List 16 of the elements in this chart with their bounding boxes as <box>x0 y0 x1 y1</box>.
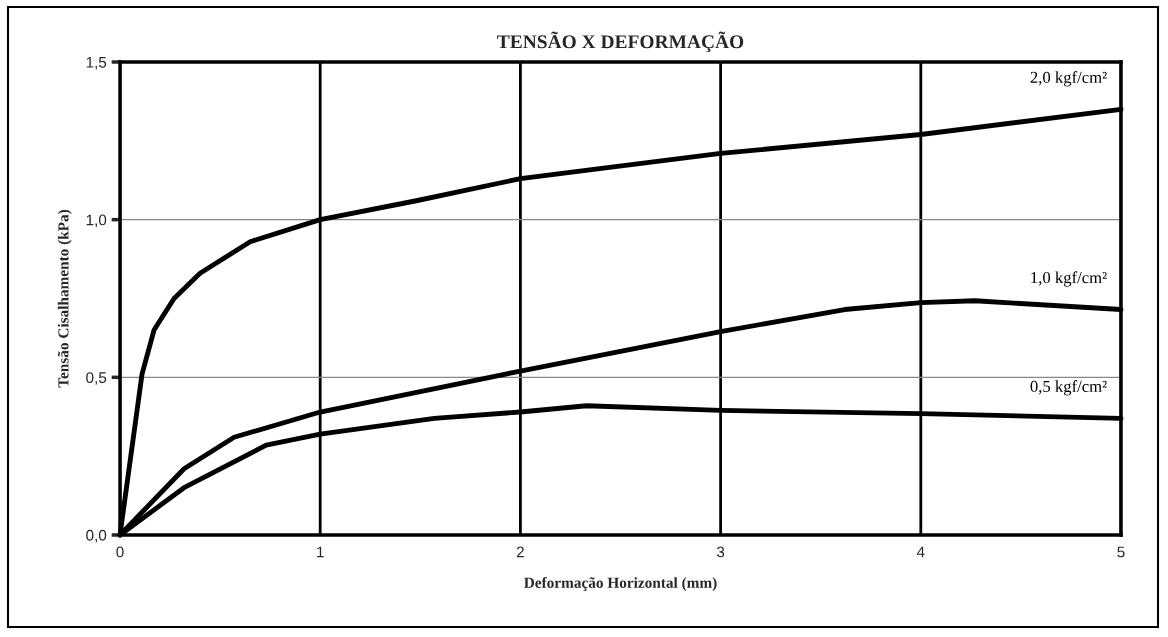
x-axis-title: Deformação Horizontal (mm) <box>524 577 717 592</box>
x-tick-label: 1 <box>317 546 324 558</box>
x-tick-label: 4 <box>916 546 925 558</box>
x-tick-label: 5 <box>1117 546 1125 558</box>
y-tick-label: 1,0 <box>86 214 107 228</box>
series-label: 0,5 kgf/cm² <box>1030 380 1107 396</box>
chart-title: TENSÃO X DEFORMAÇÃO <box>497 31 744 53</box>
x-tick-label: 3 <box>716 546 725 558</box>
x-tick-label: 2 <box>516 546 524 558</box>
x-tick-label: 0 <box>116 546 124 558</box>
y-tick-label: 0,0 <box>86 529 107 543</box>
y-tick-label: 1,5 <box>86 57 107 70</box>
series-label: 2,0 kgf/cm² <box>1030 71 1107 87</box>
series-label: 1,0 kgf/cm² <box>1031 271 1107 287</box>
y-axis-title: Tensão Cisalhamento (kPa) <box>57 209 72 388</box>
y-tick-label: 0,5 <box>86 372 107 385</box>
